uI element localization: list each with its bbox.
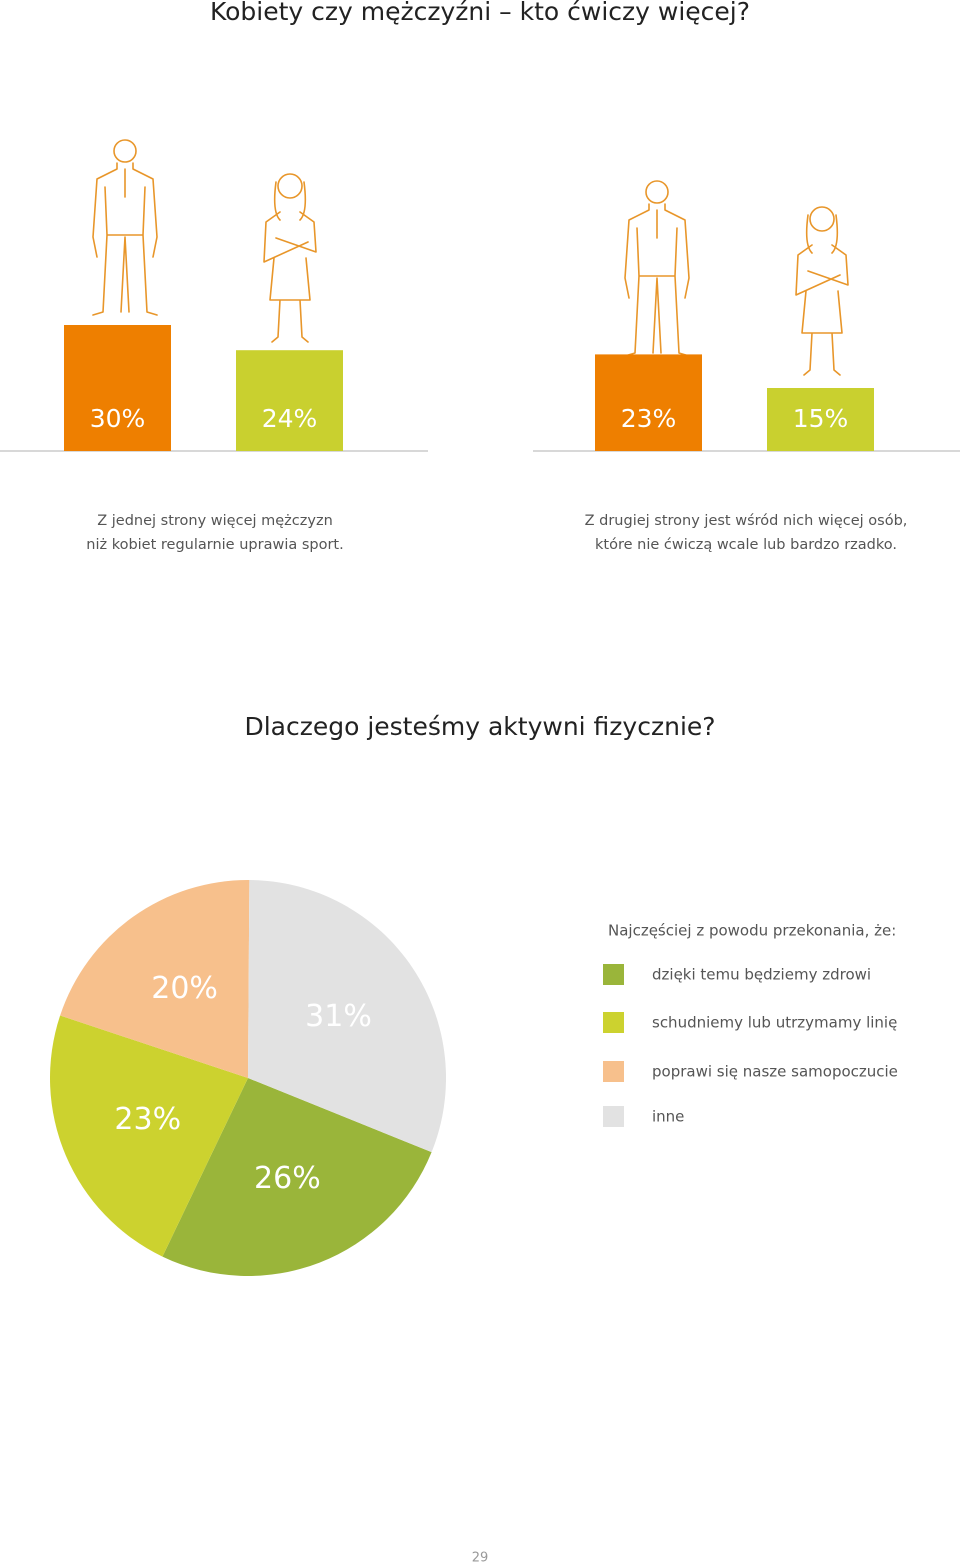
legend-title: Najczęściej z powodu przekonania, że: [608,922,896,940]
legend-swatch [603,1061,624,1082]
legend-swatch [603,1106,624,1127]
bar-value-label: 24% [262,404,318,433]
page-number: 29 [472,1551,489,1566]
pie-slice [49,1015,248,1257]
bar-value-label: 15% [793,404,849,433]
woman-figure [795,206,849,376]
page-title: Kobiety czy mężczyźni – kto ćwiczy więce… [210,0,750,26]
caption: Z drugiej strony jest wśród nich więcej … [585,513,908,529]
man-figure [92,139,158,316]
legend-label: schudniemy lub utrzymamy linię [652,1014,897,1032]
slice-label: 26% [254,1161,321,1196]
bar-value-label: 30% [90,404,146,433]
legend-label: dzięki temu będziemy zdrowi [652,966,871,984]
bar-value-label: 23% [621,404,677,433]
bar [595,354,702,451]
woman-figure [263,173,317,343]
legend-label: poprawi się nasze samopoczucie [652,1063,898,1081]
bar [767,388,874,451]
pie-slice [248,880,446,1153]
pie-slice [60,880,250,1078]
chart-title: Dlaczego jesteśmy aktywni fizycznie? [244,712,715,741]
bar [236,350,343,451]
caption: które nie ćwiczą wcale lub bardzo rzadko… [595,537,897,553]
legend-label: inne [652,1108,684,1126]
bar [64,325,171,451]
caption: niż kobiet regularnie uprawia sport. [86,537,343,553]
slice-label: 20% [151,971,218,1006]
slice-label: 23% [114,1102,181,1137]
legend-swatch [603,964,624,985]
slice-label: 31% [305,999,372,1034]
man-figure [624,180,690,357]
pie-slice [162,1078,432,1277]
legend-swatch [603,1012,624,1033]
caption: Z jednej strony więcej mężczyzn [97,513,333,529]
